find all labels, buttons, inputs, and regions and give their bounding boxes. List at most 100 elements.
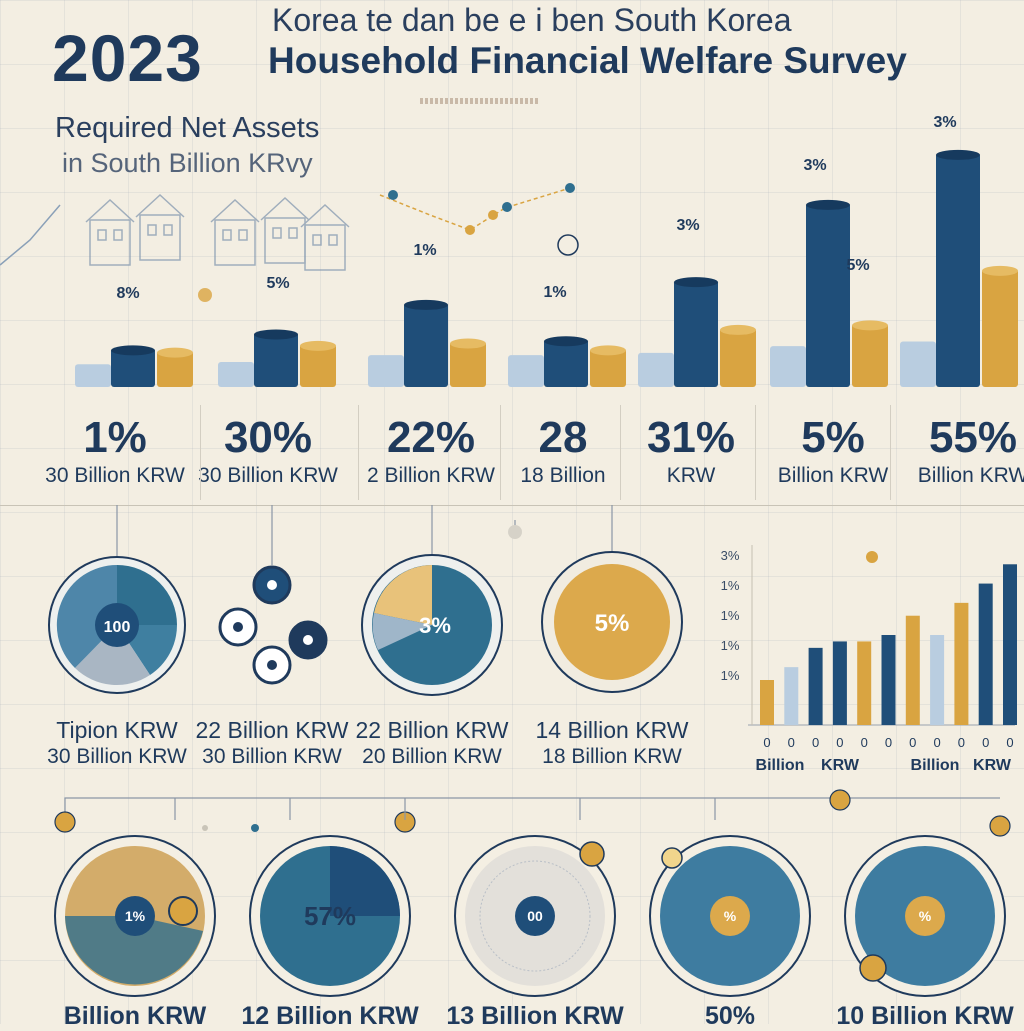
small-chart-axis-note: Billion xyxy=(756,757,805,774)
bar-light-2 xyxy=(218,362,254,387)
stat-separator xyxy=(755,405,756,500)
timeline-node xyxy=(54,811,76,833)
decorative-subtitle-strip xyxy=(420,98,540,104)
bar-top-cap xyxy=(254,329,298,340)
pie-label-line2: 30 Billion KRW xyxy=(47,745,187,768)
house-window xyxy=(113,229,123,241)
circle-knob xyxy=(859,954,887,982)
pie-label-line2: 30 Billion KRW xyxy=(202,745,342,768)
bar-light-4 xyxy=(508,355,544,387)
bar-gold-6 xyxy=(852,323,888,387)
bar-top-cap xyxy=(544,336,588,347)
circle-cluster xyxy=(218,565,328,685)
bar-top-cap xyxy=(590,345,626,356)
title-line-2: Household Financial Welfare Survey xyxy=(268,40,907,81)
pie-label-line2: 20 Billion KRW xyxy=(362,745,502,768)
small-chart-y-tick: 3% xyxy=(721,548,740,563)
stat-item: 30% 30 Billion KRW xyxy=(195,412,341,488)
pie-slice xyxy=(75,625,150,685)
bar-top-cap xyxy=(157,347,193,358)
stat-item: 22% 2 Billion KRW xyxy=(358,412,504,488)
small-chart-x-tick: 0 xyxy=(763,735,770,750)
trend-dot xyxy=(465,225,475,235)
small-chart-axis-note: KRW xyxy=(973,757,1012,774)
stat-item: 31% KRW xyxy=(618,412,764,488)
bar-data-label: 1% xyxy=(543,284,566,301)
cluster-circle-dot xyxy=(267,580,277,590)
stat-item: 28 18 Billion xyxy=(490,412,636,488)
small-chart-y-tick: 1% xyxy=(721,608,740,623)
small-chart-x-tick: 0 xyxy=(861,735,868,750)
pie-slice xyxy=(374,565,432,625)
circle-center xyxy=(115,896,155,936)
small-chart-bar xyxy=(954,602,969,725)
house-roof xyxy=(300,203,350,228)
small-chart-bar xyxy=(857,641,872,725)
bottom-circle-2: 57% xyxy=(249,835,411,997)
house-window xyxy=(222,229,232,241)
pie-chart-1: 100 xyxy=(48,556,186,694)
bar-gold-1 xyxy=(157,350,193,387)
bar-data-label: 5% xyxy=(266,275,289,292)
stat-separator xyxy=(358,405,359,500)
connector-dot xyxy=(508,525,522,539)
bar-light-1 xyxy=(75,364,111,387)
bar-data-label: 8% xyxy=(116,285,139,302)
bar-data-label: 1% xyxy=(413,242,436,259)
timeline-line xyxy=(64,797,1000,822)
middle-section-graphics: 1003%5%0000000000003%1%1%1%1%BillionKRWB… xyxy=(48,505,1017,774)
small-chart-bar xyxy=(930,635,945,725)
bar-top-cap xyxy=(982,265,1018,276)
timeline-dot xyxy=(202,825,208,831)
small-chart-bar xyxy=(760,680,774,725)
small-chart-x-tick: 0 xyxy=(788,735,795,750)
house-roof xyxy=(210,198,260,223)
circle-center xyxy=(905,896,945,936)
house-window xyxy=(312,234,322,246)
stat-item: 5% Billion KRW xyxy=(760,412,906,488)
circle-center-label: % xyxy=(724,908,737,924)
circle-center xyxy=(515,896,555,936)
small-chart-x-tick: 0 xyxy=(909,735,916,750)
stat-percent: 22% xyxy=(386,413,476,462)
stat-label: Billion KRW xyxy=(917,464,1024,487)
small-chart-x-tick: 0 xyxy=(1006,735,1013,750)
bar-navy-6 xyxy=(806,202,850,387)
circle-center xyxy=(710,896,750,936)
circle-knob xyxy=(661,847,683,869)
house-body xyxy=(304,224,346,271)
house-body xyxy=(139,214,181,261)
stat-label: 2 Billion KRW xyxy=(367,464,495,487)
chart-subtitle-line-2: in South Billion KRvy xyxy=(62,148,313,178)
small-chart-bar xyxy=(808,647,823,725)
small-chart-axis-note: KRW xyxy=(821,757,860,774)
bar-top-cap xyxy=(936,149,980,160)
pie-label-line1: 14 Billion KRW xyxy=(535,717,689,743)
small-chart-bar xyxy=(881,635,896,725)
bar-light-3 xyxy=(368,355,404,387)
stat-separator xyxy=(500,405,501,500)
house-window xyxy=(163,224,173,236)
stat-label: Billion KRW xyxy=(777,464,889,487)
pie-center-label: 5% xyxy=(595,610,630,637)
chart-subtitle-line-1: Required Net Assets xyxy=(55,112,320,144)
left-trend-line xyxy=(0,204,61,266)
pie-label-line1: 22 Billion KRW xyxy=(195,717,349,743)
stat-label: 30 Billion KRW xyxy=(198,464,338,487)
house-window xyxy=(328,234,338,246)
stat-label: 18 Billion xyxy=(520,464,606,487)
small-chart-x-tick: 0 xyxy=(836,735,843,750)
circle-center-label: % xyxy=(919,908,932,924)
small-chart-bar xyxy=(832,641,847,725)
circle-center-label: 57% xyxy=(304,901,356,931)
circle-texture xyxy=(479,860,591,972)
stat-percent: 1% xyxy=(83,413,147,462)
bottom-circle-label: 13 Billion KRW xyxy=(446,1002,624,1030)
bar-light-6 xyxy=(770,346,806,387)
bar-gold-5 xyxy=(720,327,756,387)
title-line-1: Korea te dan be e i ben South Korea xyxy=(272,2,792,38)
trend-dot xyxy=(488,210,498,220)
bar-top-cap xyxy=(852,320,888,331)
pie-center-label: 3% xyxy=(419,613,451,638)
pie-chart-4: 5% xyxy=(541,551,683,693)
